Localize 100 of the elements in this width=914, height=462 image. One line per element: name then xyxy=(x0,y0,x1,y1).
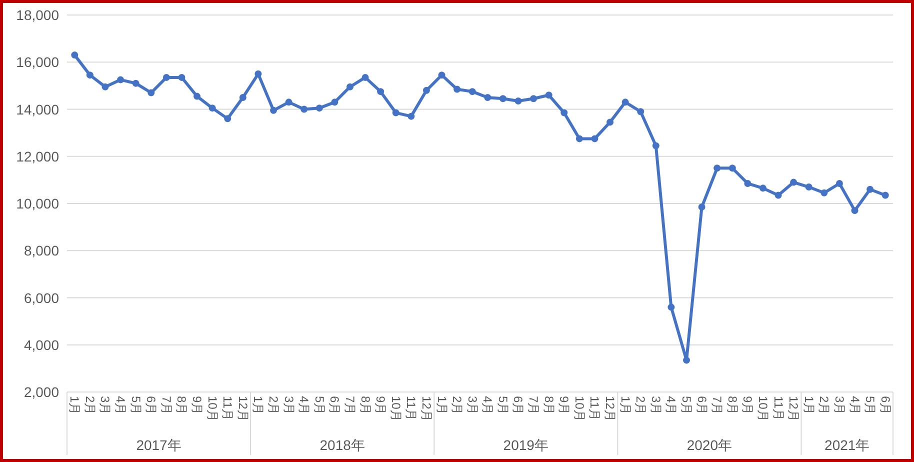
point xyxy=(514,98,522,105)
x-tick-label: 2月 xyxy=(450,396,464,415)
point xyxy=(668,304,675,311)
point xyxy=(71,52,78,59)
x-tick-label: 6月 xyxy=(328,396,342,415)
x-tick-label: 11月 xyxy=(771,396,786,420)
x-tick-label: 10月 xyxy=(756,396,770,422)
text: 2017年 xyxy=(136,437,182,453)
x-tick-label: 9月 xyxy=(557,396,572,415)
point xyxy=(851,207,858,214)
x-tick-label: 2月 xyxy=(817,396,832,415)
x-tick-label: 3月 xyxy=(832,396,846,415)
text: 2019年 xyxy=(503,437,548,453)
x-tick-label: 7月 xyxy=(342,396,357,415)
point xyxy=(377,88,384,96)
x-tick-label: 11月 xyxy=(588,396,602,420)
x-tick-label: 5月 xyxy=(680,396,694,415)
point xyxy=(805,184,812,191)
y-tick-label: 4,000 xyxy=(24,336,60,353)
x-tick-label: 1月 xyxy=(618,396,632,415)
point xyxy=(622,98,629,106)
point xyxy=(132,80,140,87)
point xyxy=(331,98,338,106)
x-tick-label: 11月 xyxy=(220,396,235,420)
y-tick-label: 12,000 xyxy=(16,148,60,164)
x-tick-label: 12月 xyxy=(236,396,250,422)
x-tick-label: 3月 xyxy=(648,396,663,415)
point xyxy=(759,184,766,192)
x-tick-label: 5月 xyxy=(496,396,510,415)
x-tick-label: 4月 xyxy=(848,396,862,415)
y-tick-label: 2,000 xyxy=(24,384,60,400)
x-tick-label: 8月 xyxy=(542,396,556,415)
y-tick-label: 10,000 xyxy=(16,196,60,212)
x-tick-label: 2月 xyxy=(82,396,97,415)
x-tick-label: 1月 xyxy=(434,396,449,415)
x-tick-label: 10月 xyxy=(572,396,586,422)
point xyxy=(728,164,736,172)
y-tick-label: 6,000 xyxy=(24,290,60,306)
point xyxy=(270,106,277,114)
point xyxy=(468,88,476,96)
point xyxy=(484,94,492,101)
point xyxy=(698,204,706,211)
point xyxy=(637,108,644,116)
point xyxy=(346,83,354,90)
x-tick-label: 8月 xyxy=(174,396,189,415)
point xyxy=(422,86,430,94)
y-tick-label: 8,000 xyxy=(24,242,60,259)
x-tick-label: 5月 xyxy=(863,396,878,415)
point xyxy=(454,86,461,93)
x-tick-label: 2月 xyxy=(266,396,280,415)
y-tick-label: 14,000 xyxy=(16,101,60,118)
x-tick-label: 1月 xyxy=(251,396,266,415)
x-tick-label: 9月 xyxy=(190,396,204,415)
x-tick-label: 12月 xyxy=(419,396,434,422)
x-tick-label: 3月 xyxy=(98,396,112,415)
point xyxy=(254,70,262,78)
x-tick-label: 3月 xyxy=(465,396,480,415)
x-tick-label: 4月 xyxy=(297,396,312,415)
point xyxy=(239,94,246,101)
x-tick-label: 9月 xyxy=(740,396,755,415)
point xyxy=(117,76,124,84)
point xyxy=(744,180,752,187)
point xyxy=(162,74,170,81)
point xyxy=(790,178,798,186)
point xyxy=(652,142,660,150)
point xyxy=(820,189,828,196)
point xyxy=(774,192,782,199)
x-tick-label: 1月 xyxy=(802,396,816,415)
x-tick-label: 12月 xyxy=(603,396,618,422)
x-tick-label: 2月 xyxy=(634,396,648,415)
x-tick-label: 4月 xyxy=(114,396,128,415)
point xyxy=(362,74,369,81)
point xyxy=(576,135,583,142)
x-tick-label: 8月 xyxy=(725,396,740,415)
point xyxy=(208,104,216,112)
point xyxy=(178,74,186,81)
text: 2020年 xyxy=(686,437,732,453)
x-tick-label: 11月 xyxy=(404,396,418,420)
x-tick-label: 6月 xyxy=(511,396,526,415)
point xyxy=(591,135,598,142)
x-tick-label: 10月 xyxy=(205,396,220,422)
x-tick-label: 7月 xyxy=(526,396,541,415)
point xyxy=(499,95,506,102)
x-tick-label: 6月 xyxy=(144,396,158,415)
x-tick-label: 5月 xyxy=(312,396,326,415)
point xyxy=(866,186,874,193)
text: 2018年 xyxy=(320,437,365,453)
x-tick-label: 5月 xyxy=(128,396,143,415)
x-tick-label: 10月 xyxy=(388,396,403,422)
point xyxy=(392,109,400,116)
text: 2021年 xyxy=(824,437,870,453)
point xyxy=(224,115,232,122)
point xyxy=(148,89,155,96)
x-tick-label: 1月 xyxy=(68,396,82,415)
point xyxy=(683,356,690,364)
point xyxy=(606,118,614,126)
point xyxy=(545,92,552,99)
x-tick-label: 9月 xyxy=(374,396,388,415)
x-tick-label: 12月 xyxy=(786,396,801,422)
point xyxy=(882,192,889,199)
